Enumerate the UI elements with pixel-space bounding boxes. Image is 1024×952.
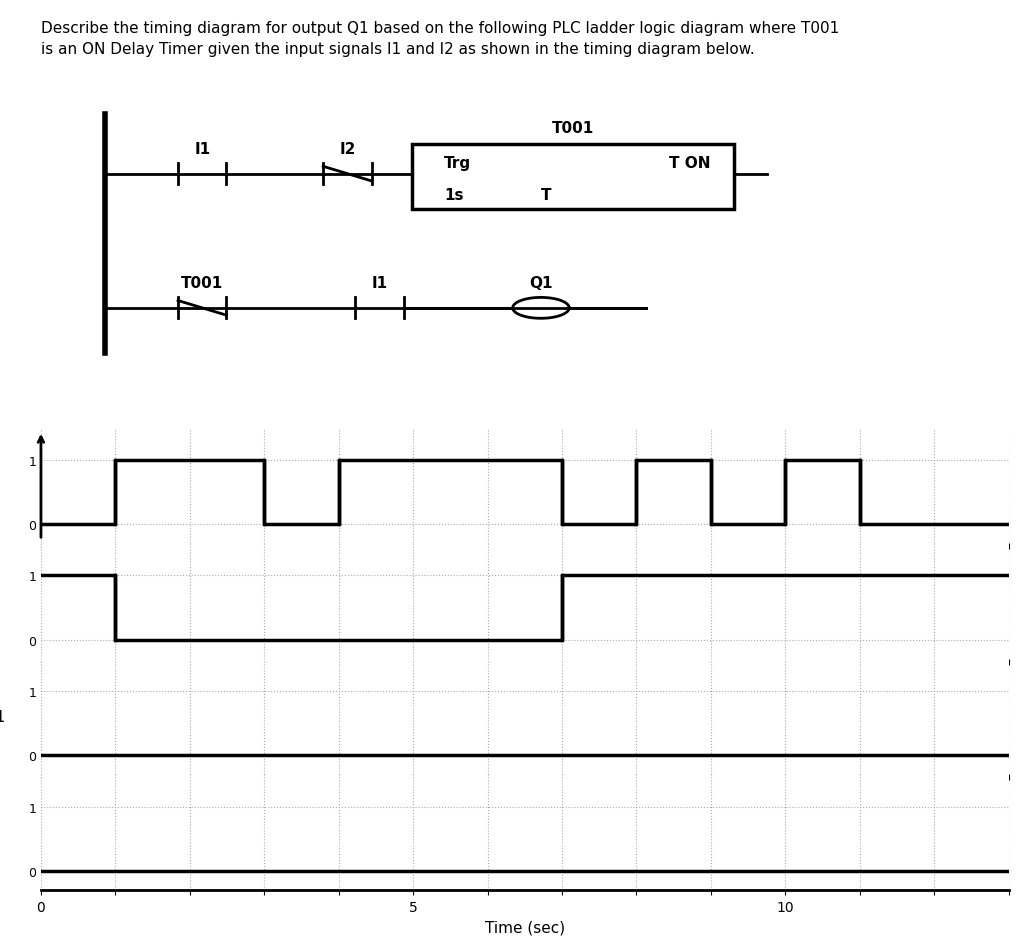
Text: I1: I1 xyxy=(195,142,210,156)
Text: Trg: Trg xyxy=(444,155,471,170)
Text: T001: T001 xyxy=(181,276,223,290)
Text: Q1: Q1 xyxy=(529,276,553,290)
Text: Describe the timing diagram for output Q1 based on the following PLC ladder logi: Describe the timing diagram for output Q… xyxy=(41,21,840,57)
Y-axis label: T001: T001 xyxy=(0,709,5,724)
Text: T001: T001 xyxy=(552,121,594,136)
X-axis label: Time (sec): Time (sec) xyxy=(484,920,565,934)
Text: T: T xyxy=(541,188,552,204)
Text: I2: I2 xyxy=(339,142,355,156)
Bar xyxy=(412,145,734,210)
Text: 1s: 1s xyxy=(444,188,464,204)
Text: T ON: T ON xyxy=(669,155,711,170)
Text: I1: I1 xyxy=(372,276,388,290)
